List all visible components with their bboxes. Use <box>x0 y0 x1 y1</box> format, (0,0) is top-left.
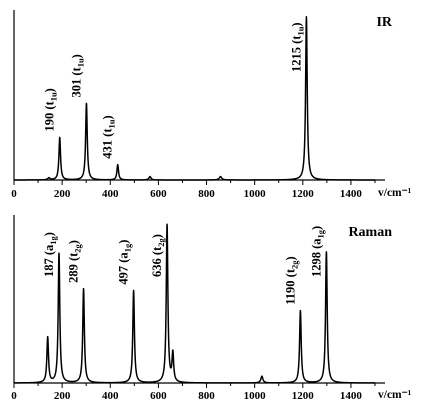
x-axis-unit-label: v/cm⁻¹ <box>378 187 411 199</box>
x-axis-unit-label: v/cm⁻¹ <box>378 389 411 400</box>
spectrum-trace-raman <box>13 223 376 384</box>
peak-label-close: ) <box>43 88 57 92</box>
x-tick-label: 800 <box>198 390 215 400</box>
panel-raman: 0 200 400 600 800 1000 1200 1400 v/cm⁻¹ Raman 187 … <box>11 215 411 400</box>
x-tick-label: 400 <box>102 188 119 200</box>
x-tick-label: 1000 <box>244 188 267 200</box>
x-tick-label: 0 <box>11 188 17 200</box>
peak-label-close: ) <box>117 240 131 244</box>
spectrum-trace-ir <box>13 16 376 181</box>
peak-label-subscript: 1u <box>107 119 117 128</box>
peak-label-subscript: 1u <box>49 92 59 101</box>
x-tick-label: 0 <box>11 390 17 400</box>
peak-label-subscript: 1g <box>123 243 133 252</box>
peak-label-subscript: 1g <box>48 235 58 244</box>
peak-label: 190 (t1u) <box>43 88 59 131</box>
peak-label: 301 (t1u) <box>69 54 85 97</box>
x-tick-label: 400 <box>102 390 119 400</box>
x-tick-label: 600 <box>150 188 167 200</box>
panel-title-ir: IR <box>376 15 392 30</box>
peak-label: 636 (t2g) <box>150 234 166 277</box>
x-tick-label: 600 <box>150 390 167 400</box>
peak-label: 431 (t1u) <box>101 115 117 158</box>
peak-label-subscript: 2g <box>156 238 166 247</box>
peak-label-subscript: 2g <box>289 260 299 269</box>
peak-label: 187 (a1g) <box>42 232 58 277</box>
peak-label-close: ) <box>283 256 297 260</box>
peak-label-close: ) <box>289 22 303 26</box>
x-tick-label: 1400 <box>340 188 363 200</box>
x-tick-label: 1000 <box>244 390 267 400</box>
peak-label: 289 (t2g) <box>67 240 83 283</box>
peak-label-close: ) <box>67 240 81 244</box>
x-tick-label: 1200 <box>292 390 315 400</box>
peak-label-subscript: 1g <box>315 229 325 238</box>
peak-label-subscript: 1u <box>75 58 85 67</box>
peak-label-close: ) <box>101 115 115 119</box>
x-tick-label: 1400 <box>340 390 363 400</box>
peak-label: 1190 (t2g) <box>283 256 299 304</box>
x-tick-label: 800 <box>198 188 215 200</box>
peak-label: 497 (a1g) <box>117 240 133 285</box>
x-tick-label: 1200 <box>292 188 315 200</box>
peak-label: 1298 (a1g) <box>309 226 325 277</box>
peak-label-close: ) <box>42 232 56 236</box>
peak-label: 1215 (t1u) <box>289 22 305 72</box>
panel-ir: 0 200 400 600 800 1000 1200 1400 v/cm⁻¹ IR 190 (t1… <box>11 10 411 200</box>
peak-label-close: ) <box>150 234 164 238</box>
peak-label-close: ) <box>69 54 83 58</box>
x-tick-label: 200 <box>54 390 71 400</box>
peak-label-close: ) <box>309 226 323 230</box>
panel-title-raman: Raman <box>348 225 392 240</box>
peak-label-subscript: 1u <box>295 26 305 35</box>
peak-label-subscript: 2g <box>73 243 83 252</box>
x-tick-label: 200 <box>54 188 71 200</box>
